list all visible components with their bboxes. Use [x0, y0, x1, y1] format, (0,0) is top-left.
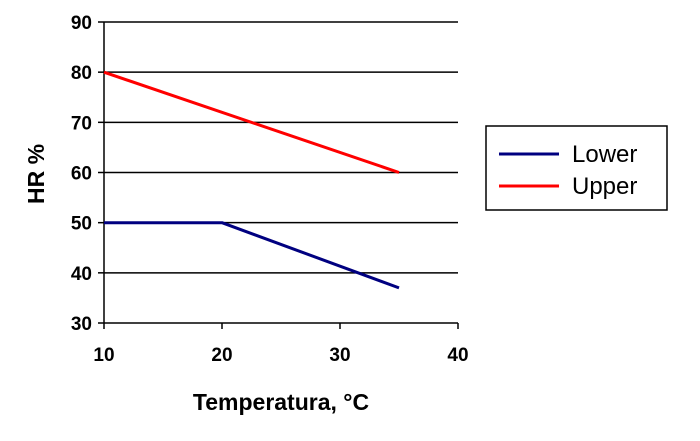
- y-tick-label-50: 50: [71, 214, 92, 235]
- gridlines: [104, 21, 458, 274]
- x-tick-label-20: 20: [211, 345, 232, 366]
- series-lines: [103, 70, 400, 290]
- y-tick-label-30: 30: [71, 314, 92, 335]
- x-tick-label-30: 30: [329, 345, 350, 366]
- x-axis-label: Temperatura, °C: [193, 389, 369, 415]
- x-tick-label-10: 10: [93, 345, 114, 366]
- y-axis-label: HR %: [23, 144, 49, 204]
- legend-label-lower: Lower: [572, 141, 637, 168]
- series-line-lower: [104, 221, 400, 290]
- axis-ticks: 30 40 50 60 70 80 90 10 20 30 40: [71, 13, 469, 366]
- legend: Lower Upper: [485, 125, 668, 211]
- y-tick-label-60: 60: [71, 164, 92, 185]
- y-tick-label-90: 90: [71, 13, 92, 34]
- x-tick-label-40: 40: [447, 345, 468, 366]
- y-tick-label-80: 80: [71, 63, 92, 84]
- y-tick-label-70: 70: [71, 113, 92, 134]
- series-line-upper: [103, 70, 400, 174]
- y-tick-label-40: 40: [71, 264, 92, 285]
- legend-label-upper: Upper: [572, 173, 637, 200]
- legend-frame: [485, 125, 668, 211]
